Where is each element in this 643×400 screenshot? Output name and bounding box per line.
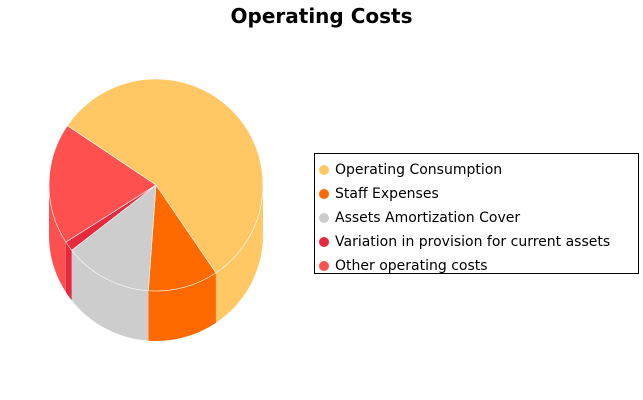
legend-swatch — [319, 213, 329, 223]
legend-label: Variation in provision for current asset… — [335, 234, 611, 250]
legend-label: Staff Expenses — [335, 186, 439, 202]
legend-item[interactable]: Operating Consumption — [319, 158, 638, 182]
chart-title: Operating Costs — [230, 4, 413, 28]
pie-slice-1[interactable] — [66, 78, 264, 274]
pie-slice-side-1 — [215, 185, 263, 323]
pie-slice-2[interactable] — [147, 184, 217, 292]
pie-sides — [48, 184, 264, 341]
legend-item[interactable]: Assets Amortization Cover — [319, 206, 638, 230]
legend-swatch — [319, 237, 329, 247]
legend-swatch — [319, 165, 329, 175]
legend-label: Operating Consumption — [335, 162, 503, 178]
pie-slice-3[interactable] — [71, 184, 157, 292]
pie-slice-side-3 — [71, 250, 149, 341]
legend-swatch — [319, 189, 329, 199]
pie-slice-5[interactable] — [48, 125, 157, 243]
pie-slice-side-5 — [49, 185, 66, 293]
pie-slice-side-2 — [148, 272, 216, 341]
pie-top — [48, 78, 264, 292]
legend-item[interactable]: Other operating costs — [319, 254, 638, 278]
pie-slice-side-4 — [65, 242, 72, 301]
legend-label: Assets Amortization Cover — [335, 210, 521, 226]
legend-item[interactable]: Variation in provision for current asset… — [319, 230, 638, 254]
legend-label: Other operating costs — [335, 258, 488, 274]
legend: Operating Consumption Staff Expenses Asset… — [314, 153, 639, 274]
legend-item[interactable]: Staff Expenses — [319, 182, 638, 206]
legend-swatch — [319, 261, 329, 271]
